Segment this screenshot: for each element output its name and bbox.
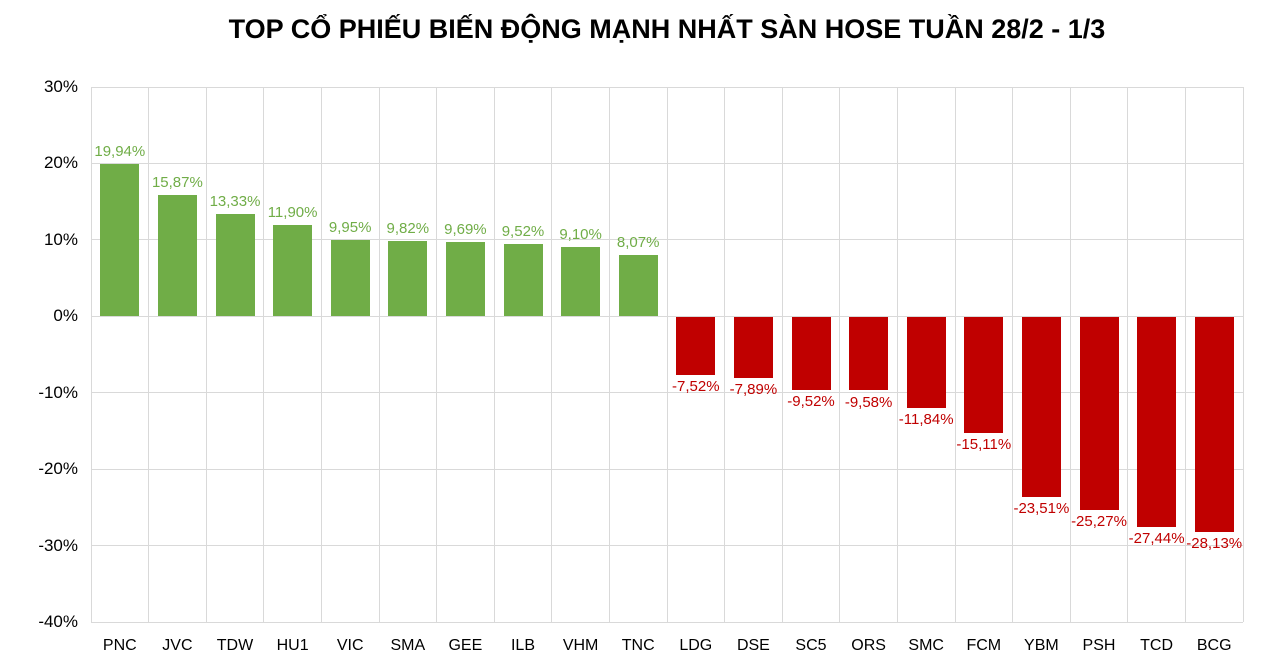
x-axis-tick-label-ILB: ILB [510,637,535,654]
x-axis-tick-label-JVC: JVC [162,637,193,654]
bar-value-label-VIC: 9,95% [328,219,372,237]
y-axis-tick-label: 30% [43,77,78,96]
bar-value-label-SMA: 9,82% [386,220,430,238]
v-gridline [666,87,668,622]
bar-YBM [1021,317,1061,497]
x-axis-tick-label-LDG: LDG [679,637,713,654]
bar-value-label-VHM: 9,10% [559,225,602,243]
v-gridline [1069,87,1071,622]
x-axis-tick-label-TNC: TNC [621,637,655,654]
v-gridline [724,87,726,622]
bar-TDW [215,214,255,317]
bar-value-label-SMC: -11,84% [898,410,954,428]
bar-VIC [330,240,370,317]
x-axis-tick-label-GEE: GEE [448,637,483,654]
x-axis-tick-label-PNC: PNC [102,637,137,654]
y-axis-tick-label: -40% [38,612,78,631]
bar-ILB [503,243,543,317]
x-axis-tick-label-DSE: DSE [736,637,770,654]
x-axis-tick-label-ORS: ORS [851,637,886,654]
x-axis-tick-label-PSH: PSH [1082,637,1116,654]
v-gridline [90,87,92,622]
bar-LDG [676,317,716,375]
bar-FCM [964,317,1004,433]
y-axis-tick-label: 10% [43,229,78,249]
v-gridline [1012,87,1014,622]
x-axis-tick-label-VIC: VIC [336,637,364,654]
bar-BCG [1194,317,1234,533]
bar-value-label-SC5: -9,52% [787,393,835,411]
bar-GEE [445,242,485,317]
bar-value-label-GEE: 9,69% [444,221,487,239]
bar-value-label-TNC: 8,07% [616,233,660,251]
x-axis-tick-label-HU1: HU1 [276,637,309,654]
v-gridline [493,87,495,622]
x-axis-tick-label-FCM: FCM [966,637,1002,654]
bar-PSH [1079,317,1119,511]
bar-SMA [388,241,428,317]
x-axis-tick-label-TCD: TCD [1140,637,1174,654]
v-gridline [608,87,610,622]
bar-TNC [618,254,658,317]
bar-value-label-TDW: 13,33% [209,193,261,211]
y-axis-tick-label: -30% [38,535,78,555]
y-axis-tick-label: -20% [38,459,78,479]
bar-value-label-PSH: -25,27% [1071,513,1127,531]
x-axis-tick-label-YBM: YBM [1024,637,1059,654]
v-gridline [320,87,322,622]
x-axis-tick-label-VHM: VHM [562,637,599,654]
v-gridline [954,87,956,622]
v-gridline [148,87,150,622]
bar-value-label-LDG: -7,52% [672,377,720,395]
bar-PNC [100,163,140,317]
bar-DSE [733,317,773,378]
x-axis-tick-label-SMC: SMC [908,637,944,654]
bar-value-label-TCD: -27,44% [1128,530,1185,547]
v-gridline [1242,87,1244,622]
bar-value-label-YBM: -23,51% [1013,499,1070,517]
bar-ORS [849,317,889,391]
v-gridline [436,87,438,622]
bar-value-label-DSE: -7,89% [729,380,778,398]
bar-value-label-PNC: 19,94% [94,142,146,160]
bar-value-label-JVC: 15,87% [151,173,203,191]
x-axis-tick-label-BCG: BCG [1196,637,1232,654]
v-gridline [1127,87,1129,622]
y-axis-tick-label: 0% [53,306,78,326]
v-gridline [378,87,380,622]
bar-value-label-FCM: -15,11% [956,435,1012,453]
v-gridline [896,87,898,622]
h-gridline [91,621,1243,623]
v-gridline [551,87,553,622]
bar-value-label-ORS: -9,58% [844,393,893,411]
v-gridline [839,87,841,622]
bar-JVC [157,194,197,317]
bar-value-label-BCG: -28,13% [1186,535,1243,553]
x-axis-tick-label-SC5: SC5 [795,637,827,654]
x-axis-tick-label-SMA: SMA [390,637,426,654]
v-gridline [1184,87,1186,622]
bar-SMC [906,317,946,408]
v-gridline [263,87,265,622]
bar-SC5 [791,317,831,391]
bar-value-label-HU1: 11,90% [267,204,318,222]
bar-VHM [561,246,601,317]
bar-TCD [1137,317,1177,527]
bar-value-label-ILB: 9,52% [501,222,545,240]
v-gridline [205,87,207,622]
x-axis-tick-label-TDW: TDW [216,637,254,654]
y-axis-tick-label: 20% [43,153,78,173]
bar-HU1 [273,225,313,317]
y-axis-tick-label: -10% [38,382,78,402]
chart-title: TOP CỔ PHIẾU BIẾN ĐỘNG MẠNH NHẤT SÀN HOS… [228,14,1106,44]
v-gridline [781,87,783,622]
